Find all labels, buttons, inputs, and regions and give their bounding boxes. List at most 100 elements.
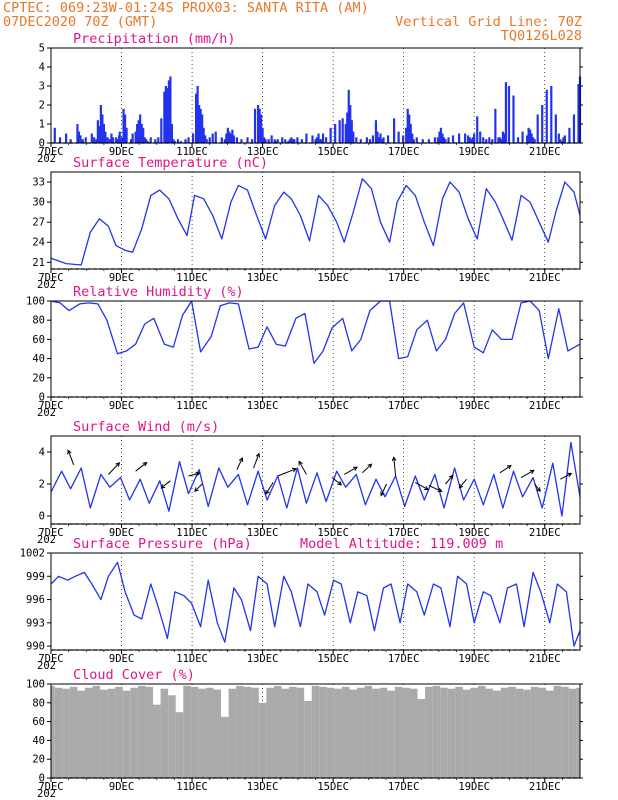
x-tick-label: 19DEC — [458, 527, 490, 539]
x-tick-label: 13DEC — [247, 272, 279, 284]
cloud-bar — [221, 716, 229, 778]
precip-bar — [173, 141, 177, 143]
wind-arrow-head — [448, 474, 454, 480]
precip-bar — [65, 133, 68, 143]
wind-arrow — [265, 482, 274, 495]
panel-press: 990 993 996 999 1002 7DEC 9DEC 11DEC 13DEC 15DEC 1… — [20, 536, 583, 672]
header-run-id: TQ0126L028 — [500, 28, 582, 44]
wind-arrow-shaft — [236, 457, 243, 470]
precip-bar — [198, 105, 201, 143]
cloud-bar — [160, 688, 169, 778]
y-tick-label: 0 — [39, 392, 45, 404]
precip-bar — [536, 114, 539, 143]
x-tick-label: 11DEC — [176, 781, 208, 793]
precip-bar — [421, 139, 424, 143]
temp-line — [50, 178, 581, 266]
cloud-bar — [561, 686, 569, 778]
cloud-bar — [304, 700, 312, 778]
x-tick-label: 11DEC — [176, 146, 208, 158]
cloud-bar — [51, 685, 55, 778]
cloud-bar — [485, 688, 494, 778]
x-tick-label: 7DEC — [38, 781, 63, 793]
precip-bar — [300, 139, 303, 143]
wind-arrow — [108, 462, 121, 475]
precip-bar — [527, 127, 530, 143]
precip-bar — [503, 133, 506, 143]
wind-arrow — [445, 474, 454, 485]
wind-arrow-shaft — [67, 450, 75, 465]
precip-bar — [92, 137, 96, 143]
precip-bar — [284, 139, 287, 143]
cloud-bar — [236, 685, 244, 778]
cloud-bar — [402, 687, 410, 778]
precip-bar — [125, 127, 128, 143]
precip-bar — [447, 137, 450, 143]
cloud-bar — [266, 687, 274, 778]
precip-bar — [246, 137, 249, 143]
precip-bar — [412, 139, 415, 143]
header-date: 07DEC2020 70Z (GMT) — [3, 14, 158, 30]
precip-bar — [392, 118, 396, 143]
cloud-bar — [145, 686, 154, 778]
wind-arrow-head — [536, 487, 541, 493]
precip-bar — [223, 139, 226, 143]
precip-bar — [318, 139, 322, 143]
wind-arrow-shaft — [445, 475, 454, 485]
cloud-bar — [341, 686, 350, 778]
y-tick-label: 80 — [32, 697, 45, 709]
precip-bar — [559, 139, 562, 143]
wind-arrow-shaft — [298, 461, 307, 475]
model-altitude-label: Model Altitude: 119.009 m — [300, 536, 503, 552]
panel-precip: 0 1 2 3 4 5 7DEC 9DEC 11DEC 13DEC 15DEC 17DEC 19DEC 2… — [37, 31, 583, 165]
cloud-bar — [334, 688, 342, 778]
wind-arrow — [236, 457, 244, 470]
cloud-bar — [326, 687, 335, 778]
precip-bar — [438, 131, 441, 143]
wind-arrow-head — [506, 465, 512, 470]
precip-bar — [76, 124, 79, 143]
wind-arrow — [298, 460, 307, 475]
precip-bar — [530, 133, 533, 143]
wind-arrow — [380, 483, 387, 497]
wind-arrow — [391, 456, 397, 477]
cloud-bar — [447, 688, 456, 778]
y-tick-label: 27 — [32, 217, 45, 229]
precip-bar — [346, 112, 349, 143]
precip-bar — [101, 114, 104, 143]
precip-bar — [176, 139, 180, 143]
precip-bar — [444, 139, 447, 143]
y-tick-label: 60 — [32, 716, 45, 728]
wind-arrow — [160, 480, 171, 489]
wind-arrow-shaft — [194, 483, 203, 492]
y-tick-label: 3 — [39, 81, 45, 93]
year-label: 202 — [37, 534, 56, 546]
year-label: 202 — [37, 407, 56, 419]
precip-bar — [205, 139, 208, 143]
x-tick-label: 13DEC — [247, 653, 279, 665]
wind-arrow-head — [194, 487, 199, 492]
cloud-bar — [92, 685, 101, 778]
precip-bar — [53, 127, 56, 143]
wind-arrow-head — [437, 487, 443, 493]
precip-bar — [164, 86, 167, 143]
precip-bar — [409, 124, 412, 143]
plot-area — [51, 172, 580, 269]
precip-bar — [516, 137, 520, 143]
precip-bar — [338, 120, 341, 143]
cloud-bar — [198, 688, 206, 778]
precip-bar — [545, 89, 548, 143]
plot-area — [51, 301, 580, 397]
precip-bar — [211, 133, 214, 143]
x-tick-label: 7DEC — [38, 527, 63, 539]
plot-area — [51, 436, 580, 524]
cloud-bar — [122, 690, 131, 778]
precip-bar — [427, 139, 430, 143]
wind-arrow-head — [567, 472, 573, 478]
wind-arrow — [67, 449, 75, 465]
precip-bar — [194, 93, 198, 143]
cloud-bar — [319, 686, 327, 778]
precip-bar — [344, 124, 347, 143]
wind-arrow — [560, 472, 573, 480]
wind-arrow-shaft — [331, 477, 342, 486]
wind-arrow — [188, 471, 201, 477]
